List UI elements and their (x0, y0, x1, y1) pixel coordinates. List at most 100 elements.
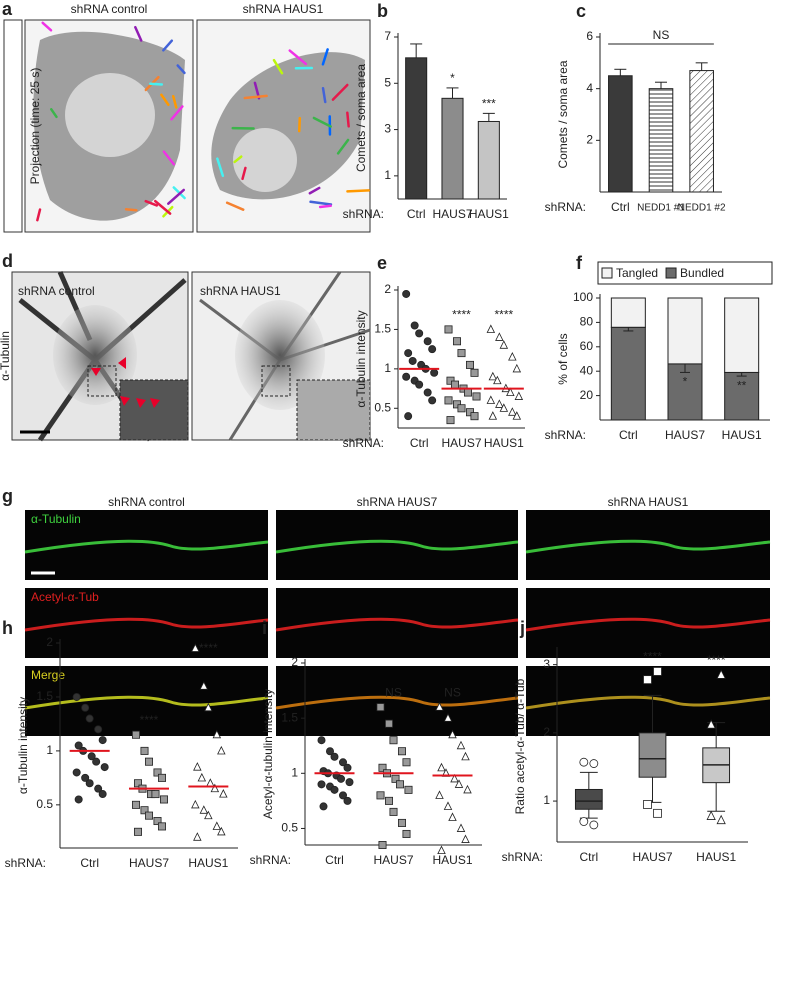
image-label: shRNA control (18, 284, 95, 298)
legend-label: Bundled (680, 266, 724, 280)
neurite (18, 270, 187, 442)
legend-swatch (665, 267, 677, 279)
panel-label: h (2, 618, 13, 638)
point (402, 829, 411, 838)
point (402, 372, 411, 381)
point (206, 778, 215, 787)
bar-segment (724, 371, 760, 421)
x-tick-label: HAUS1 (469, 207, 509, 221)
comet (272, 58, 284, 75)
point (506, 387, 515, 397)
comet (50, 108, 58, 119)
point (437, 762, 446, 772)
point (404, 412, 413, 421)
x-tick-label: Ctrl (579, 850, 598, 864)
bracket-label: NS (653, 28, 670, 42)
point (319, 802, 328, 811)
annotation: **** (140, 713, 159, 727)
point (389, 736, 398, 745)
comet (171, 94, 178, 109)
point (495, 332, 504, 341)
point (193, 832, 202, 841)
panel-label: c (576, 1, 586, 21)
y-tick-label: 60 (580, 339, 594, 353)
point (435, 702, 444, 711)
comet (318, 204, 332, 209)
bar-segment (667, 363, 703, 421)
y-tick-label: 2 (384, 282, 391, 296)
point (345, 778, 354, 787)
point (81, 703, 90, 712)
x-axis-prefix: shRNA: (343, 436, 384, 450)
panel-label: a (2, 0, 13, 19)
point (376, 703, 385, 712)
point (217, 826, 226, 836)
y-tick-label: 1.5 (36, 689, 53, 703)
panel-label: i (262, 618, 267, 638)
point (157, 773, 166, 782)
point (153, 817, 162, 826)
point (94, 725, 103, 734)
point (210, 783, 220, 793)
bar-segment (610, 326, 646, 421)
point (428, 396, 437, 405)
point (653, 667, 662, 676)
point (448, 812, 457, 821)
point (204, 810, 213, 820)
comet (176, 64, 186, 75)
comet (149, 82, 164, 86)
point (144, 757, 153, 766)
point (410, 321, 419, 330)
x-tick-label: NEDD1 #1 (637, 203, 685, 214)
point (100, 763, 109, 772)
point (343, 763, 352, 772)
bar-segment (724, 297, 760, 373)
point (706, 810, 716, 820)
point (493, 375, 502, 385)
panel-label: f (576, 253, 583, 273)
image-label: shRNA HAUS1 (200, 284, 281, 298)
comet (241, 166, 247, 181)
x-tick-label: HAUS1 (722, 428, 762, 442)
annotation: NS (444, 685, 461, 699)
bar (441, 97, 464, 200)
point (465, 360, 474, 369)
point (512, 363, 522, 373)
point (330, 785, 339, 794)
x-axis-prefix: shRNA: (5, 856, 46, 870)
axon (24, 539, 269, 554)
point (443, 713, 453, 722)
legend-swatch (601, 267, 613, 279)
x-tick-label: HAUS7 (665, 428, 705, 442)
bar-segment (667, 297, 703, 365)
point (72, 768, 81, 777)
comet (243, 94, 268, 100)
x-axis-prefix: shRNA: (250, 853, 291, 867)
point (450, 773, 459, 783)
axon (525, 617, 771, 632)
comet (346, 111, 350, 128)
bar (477, 120, 500, 200)
point (463, 388, 472, 397)
point (133, 779, 142, 788)
point (423, 388, 432, 397)
point (140, 806, 149, 815)
point (131, 730, 140, 739)
point (486, 324, 496, 333)
inset-box (261, 365, 291, 397)
point (397, 747, 406, 756)
point (204, 702, 213, 712)
point (193, 762, 202, 771)
comet (134, 25, 143, 42)
legend-label: Tangled (616, 266, 658, 280)
point (87, 752, 96, 761)
point (486, 395, 496, 404)
x-tick-label: Ctrl (325, 853, 344, 867)
axon (24, 695, 269, 710)
point (472, 392, 481, 401)
comet (160, 93, 170, 106)
x-axis-prefix: shRNA: (502, 850, 543, 864)
y-tick-label: 1.5 (374, 322, 391, 336)
x-tick-label: HAUS7 (129, 856, 169, 870)
